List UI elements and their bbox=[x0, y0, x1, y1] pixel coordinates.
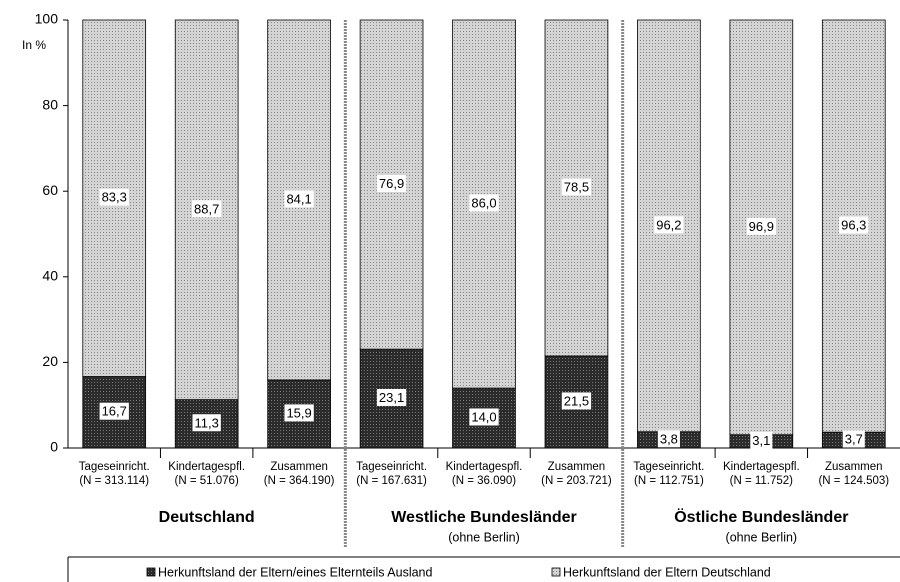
value-label-box bbox=[376, 175, 407, 193]
value-label-box bbox=[561, 178, 592, 196]
group-sublabel: (ohne Berlin) bbox=[448, 530, 520, 544]
value-label: 76,9 bbox=[379, 176, 404, 191]
x-tick-label: Kindertagespfl. bbox=[168, 461, 245, 473]
legend-swatch bbox=[146, 567, 156, 577]
value-label: 78,5 bbox=[564, 179, 589, 194]
x-tick-label: Tageseinricht. bbox=[356, 461, 427, 473]
value-label-box bbox=[469, 194, 499, 212]
legend-swatch bbox=[551, 567, 561, 577]
y-tick-label: 20 bbox=[42, 353, 58, 369]
group-label: Deutschland bbox=[159, 509, 255, 526]
value-label-box bbox=[192, 414, 221, 432]
y-tick-label: 100 bbox=[35, 11, 59, 27]
x-tick-label: (N = 11.752) bbox=[730, 475, 794, 487]
value-label-box bbox=[750, 431, 773, 449]
value-label: 23,1 bbox=[379, 390, 404, 405]
value-label: 16,7 bbox=[102, 404, 127, 419]
y-tick-label: 0 bbox=[50, 439, 58, 455]
value-label: 21,5 bbox=[564, 393, 589, 408]
x-tick-label: Zusammen bbox=[825, 461, 883, 473]
value-label-box bbox=[99, 402, 129, 420]
value-label: 96,3 bbox=[841, 218, 866, 233]
value-label: 84,1 bbox=[286, 191, 311, 206]
x-tick-label: (N = 124.503) bbox=[818, 475, 889, 487]
group-label: Östliche Bundesländer bbox=[674, 507, 848, 526]
value-label-box bbox=[839, 216, 869, 234]
x-tick-label: (N = 36.090) bbox=[452, 475, 516, 487]
x-tick-label: (N = 112.751) bbox=[634, 475, 704, 487]
legend-label: Herkunftsland der Eltern/eines Elterntei… bbox=[158, 565, 433, 579]
value-label-box bbox=[376, 389, 407, 407]
value-label: 96,9 bbox=[749, 219, 774, 234]
x-tick-label: Zusammen bbox=[270, 461, 328, 473]
value-label: 3,8 bbox=[660, 431, 678, 446]
y-tick-label: 60 bbox=[42, 182, 58, 198]
value-label-box bbox=[284, 190, 314, 208]
x-tick-label: Kindertagespfl. bbox=[723, 461, 800, 473]
x-tick-label: Tageseinricht. bbox=[633, 461, 704, 473]
y-tick-label: 40 bbox=[42, 268, 58, 284]
x-tick-label: Kindertagespfl. bbox=[446, 461, 523, 473]
x-tick-label: (N = 167.631) bbox=[356, 475, 427, 487]
x-tick-label: (N = 313.114) bbox=[79, 475, 149, 487]
value-label-box bbox=[654, 216, 684, 234]
group-sublabel: (ohne Berlin) bbox=[726, 530, 798, 544]
x-tick-label: Tageseinricht. bbox=[79, 461, 150, 473]
value-label: 15,9 bbox=[286, 405, 311, 420]
group-label: Westliche Bundesländer bbox=[391, 509, 577, 526]
x-tick-label: (N = 51.076) bbox=[175, 475, 239, 487]
value-label: 96,2 bbox=[656, 217, 681, 232]
legend-label: Herkunftsland der Eltern Deutschland bbox=[563, 565, 771, 579]
value-label: 3,7 bbox=[845, 432, 863, 447]
value-label-box bbox=[284, 404, 314, 422]
value-label-box bbox=[99, 188, 129, 206]
value-label: 3,1 bbox=[752, 433, 770, 448]
value-label: 14,0 bbox=[471, 409, 496, 424]
y-tick-label: 80 bbox=[42, 96, 58, 112]
value-label-box bbox=[746, 217, 776, 235]
x-tick-label: Zusammen bbox=[548, 461, 606, 473]
value-label: 86,0 bbox=[471, 195, 496, 210]
value-label-box bbox=[192, 200, 222, 218]
y-axis-label: In % bbox=[22, 38, 46, 52]
value-label: 83,3 bbox=[102, 190, 127, 205]
value-label-box bbox=[657, 430, 680, 448]
x-tick-label: (N = 203.721) bbox=[541, 475, 612, 487]
value-label-box bbox=[469, 408, 499, 426]
value-label: 88,7 bbox=[194, 201, 219, 216]
value-label-box bbox=[842, 430, 865, 448]
x-tick-label: (N = 364.190) bbox=[264, 475, 335, 487]
value-label: 11,3 bbox=[194, 415, 218, 430]
value-label-box bbox=[561, 392, 592, 410]
